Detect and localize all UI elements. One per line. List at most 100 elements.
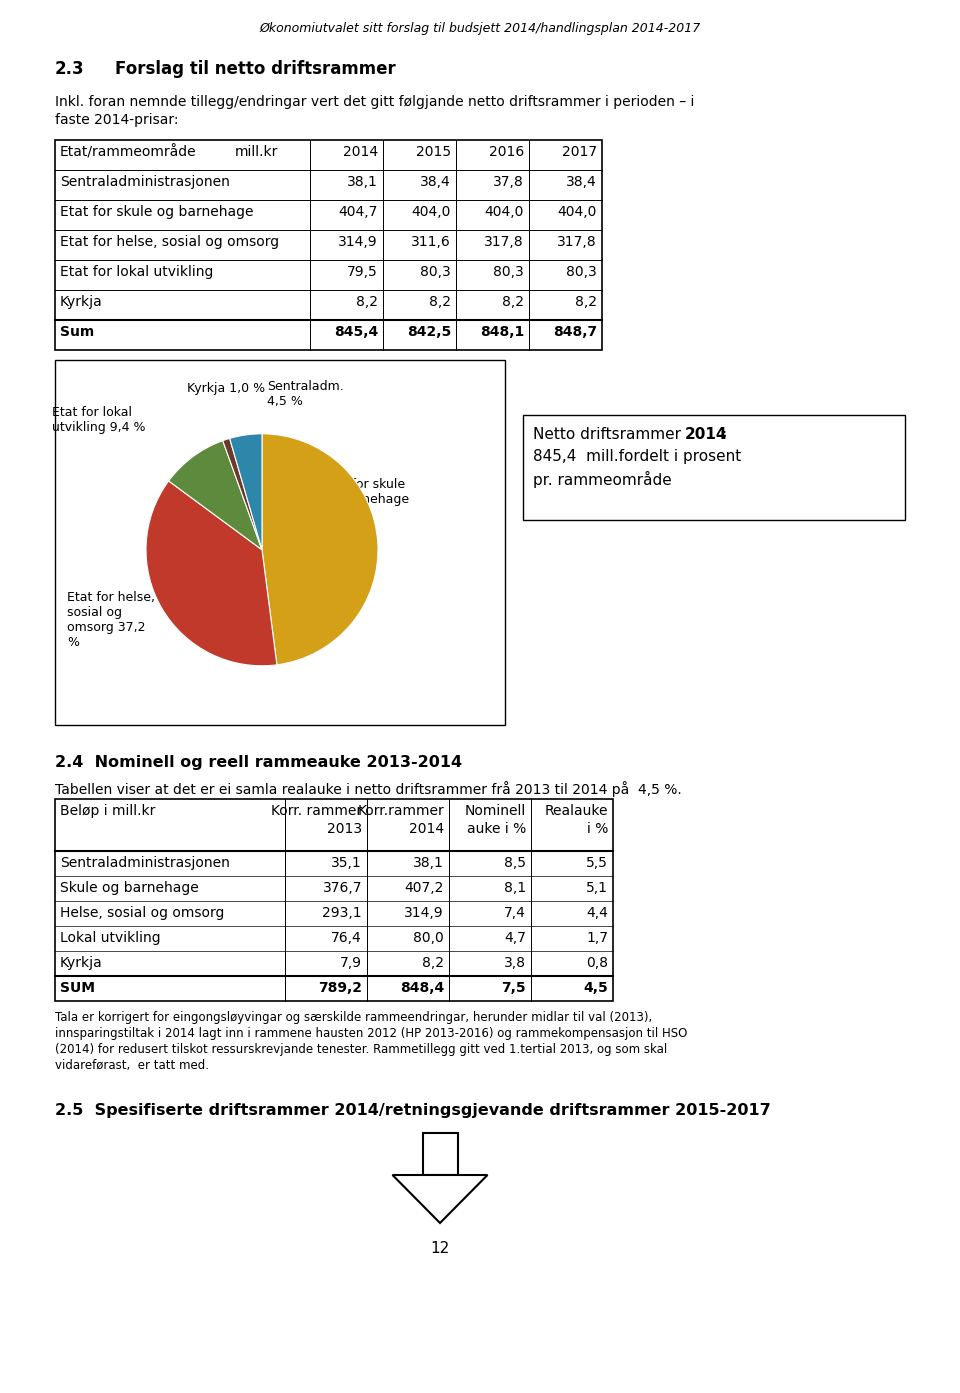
Text: 35,1: 35,1: [331, 857, 362, 871]
Text: 80,3: 80,3: [420, 265, 451, 279]
Bar: [55, 141, 602, 350]
Text: 404,0: 404,0: [485, 205, 524, 219]
Text: 38,1: 38,1: [413, 857, 444, 871]
Text: Etat for helse,
sosial og
omsorg 37,2
%: Etat for helse, sosial og omsorg 37,2 %: [67, 591, 155, 649]
Text: innsparingstiltak i 2014 lagt inn i rammene hausten 2012 (HP 2013-2016) og ramme: innsparingstiltak i 2014 lagt inn i ramm…: [55, 1027, 687, 1041]
Text: 12: 12: [430, 1241, 449, 1256]
Text: 5,1: 5,1: [586, 880, 608, 894]
Text: 404,0: 404,0: [412, 205, 451, 219]
Text: 404,0: 404,0: [558, 205, 597, 219]
Text: Korr.rammer: Korr.rammer: [357, 804, 444, 818]
Text: 314,9: 314,9: [404, 905, 444, 919]
Text: 5,5: 5,5: [587, 857, 608, 871]
Text: 2016: 2016: [489, 145, 524, 159]
Text: 8,2: 8,2: [356, 295, 378, 309]
Text: 317,8: 317,8: [558, 235, 597, 249]
Text: i %: i %: [587, 822, 608, 836]
Text: Etat/rammeområde: Etat/rammeområde: [60, 145, 197, 159]
Text: Økonomiutvalet sitt forslag til budsjett 2014/handlingsplan 2014-2017: Økonomiutvalet sitt forslag til budsjett…: [259, 22, 701, 35]
Text: SUM: SUM: [60, 981, 95, 995]
Text: 0,8: 0,8: [586, 956, 608, 970]
Text: Etat for skule
og barnehage
48,0 %: Etat for skule og barnehage 48,0 %: [322, 478, 409, 521]
Bar: [55, 800, 613, 1002]
Text: 317,8: 317,8: [485, 235, 524, 249]
Text: Sentraladm.
4,5 %: Sentraladm. 4,5 %: [267, 380, 344, 408]
Text: 4,5: 4,5: [584, 981, 608, 995]
Text: 8,2: 8,2: [422, 956, 444, 970]
Text: 2014: 2014: [685, 428, 728, 442]
Bar: [55, 359, 505, 724]
Text: 2017: 2017: [562, 145, 597, 159]
Text: 4,4: 4,4: [587, 905, 608, 919]
Text: 38,1: 38,1: [348, 176, 378, 189]
Text: 37,8: 37,8: [493, 176, 524, 189]
Text: vidareførast,  er tatt med.: vidareførast, er tatt med.: [55, 1059, 209, 1073]
Text: 7,4: 7,4: [504, 905, 526, 919]
Text: 845,4: 845,4: [334, 325, 378, 338]
Text: Kyrkja 1,0 %: Kyrkja 1,0 %: [187, 382, 265, 394]
Text: Nominell: Nominell: [465, 804, 526, 818]
Text: 8,5: 8,5: [504, 857, 526, 871]
Text: 2014: 2014: [409, 822, 444, 836]
Text: Kyrkja: Kyrkja: [60, 956, 103, 970]
Text: auke i %: auke i %: [467, 822, 526, 836]
Text: 80,0: 80,0: [413, 931, 444, 944]
Text: 80,3: 80,3: [493, 265, 524, 279]
Text: Etat for lokal utvikling: Etat for lokal utvikling: [60, 265, 213, 279]
Text: 848,1: 848,1: [480, 325, 524, 338]
Text: 38,4: 38,4: [566, 176, 597, 189]
Text: (2014) for redusert tilskot ressurskrevjande tenester. Rammetillegg gitt ved 1.t: (2014) for redusert tilskot ressurskrevj…: [55, 1043, 667, 1056]
Wedge shape: [262, 433, 378, 664]
Text: 842,5: 842,5: [407, 325, 451, 338]
Text: Kyrkja: Kyrkja: [60, 295, 103, 309]
Text: Forslag til netto driftsrammer: Forslag til netto driftsrammer: [115, 60, 396, 78]
Wedge shape: [169, 440, 262, 550]
Text: 7,5: 7,5: [501, 981, 526, 995]
Text: :: :: [721, 428, 726, 442]
Text: 8,2: 8,2: [502, 295, 524, 309]
Text: 2.3: 2.3: [55, 60, 84, 78]
Text: 2014: 2014: [343, 145, 378, 159]
Text: Korr. rammer: Korr. rammer: [271, 804, 362, 818]
Text: 2.5  Spesifiserte driftsrammer 2014/retningsgjevande driftsrammer 2015-2017: 2.5 Spesifiserte driftsrammer 2014/retni…: [55, 1103, 771, 1119]
Text: Lokal utvikling: Lokal utvikling: [60, 931, 160, 944]
Text: 845,4  mill.fordelt i prosent: 845,4 mill.fordelt i prosent: [533, 449, 741, 464]
Text: Inkl. foran nemnde tillegg/endringar vert det gitt følgjande netto driftsrammer : Inkl. foran nemnde tillegg/endringar ver…: [55, 95, 694, 109]
Text: 2015: 2015: [416, 145, 451, 159]
Text: Netto driftsrammer: Netto driftsrammer: [533, 428, 685, 442]
Bar: [523, 415, 905, 520]
Wedge shape: [229, 433, 262, 550]
Text: Beløp i mill.kr: Beløp i mill.kr: [60, 804, 156, 818]
Wedge shape: [223, 439, 262, 550]
Text: 7,9: 7,9: [340, 956, 362, 970]
Text: 404,7: 404,7: [339, 205, 378, 219]
Wedge shape: [146, 481, 276, 666]
Text: Sentraladministrasjonen: Sentraladministrasjonen: [60, 176, 229, 189]
Text: 2.4  Nominell og reell rammeauke 2013-2014: 2.4 Nominell og reell rammeauke 2013-201…: [55, 755, 462, 770]
Text: 8,1: 8,1: [504, 880, 526, 894]
Text: Etat for skule og barnehage: Etat for skule og barnehage: [60, 205, 253, 219]
Text: Tala er korrigert for eingongsløyvingar og særskilde rammeendringar, herunder mi: Tala er korrigert for eingongsløyvingar …: [55, 1011, 652, 1024]
Text: Skule og barnehage: Skule og barnehage: [60, 880, 199, 894]
Text: 376,7: 376,7: [323, 880, 362, 894]
Text: 3,8: 3,8: [504, 956, 526, 970]
Text: Tabellen viser at det er ei samla realauke i netto driftsrammer frå 2013 til 201: Tabellen viser at det er ei samla realau…: [55, 781, 682, 797]
Text: 76,4: 76,4: [331, 931, 362, 944]
Text: 848,7: 848,7: [553, 325, 597, 338]
Text: 80,3: 80,3: [566, 265, 597, 279]
Polygon shape: [393, 1176, 488, 1223]
Text: 789,2: 789,2: [318, 981, 362, 995]
Text: Etat for helse, sosial og omsorg: Etat for helse, sosial og omsorg: [60, 235, 279, 249]
Text: Etat for lokal
utvikling 9,4 %: Etat for lokal utvikling 9,4 %: [52, 405, 146, 433]
Text: Sentraladministrasjonen: Sentraladministrasjonen: [60, 857, 229, 871]
Text: 8,2: 8,2: [429, 295, 451, 309]
Text: faste 2014-prisar:: faste 2014-prisar:: [55, 113, 179, 127]
Text: mill.kr: mill.kr: [235, 145, 278, 159]
Text: 2013: 2013: [326, 822, 362, 836]
Text: pr. rammeområde: pr. rammeområde: [533, 471, 672, 488]
Text: 407,2: 407,2: [404, 880, 444, 894]
Text: 848,4: 848,4: [399, 981, 444, 995]
Text: 4,7: 4,7: [504, 931, 526, 944]
Text: 8,2: 8,2: [575, 295, 597, 309]
Text: Helse, sosial og omsorg: Helse, sosial og omsorg: [60, 905, 225, 919]
